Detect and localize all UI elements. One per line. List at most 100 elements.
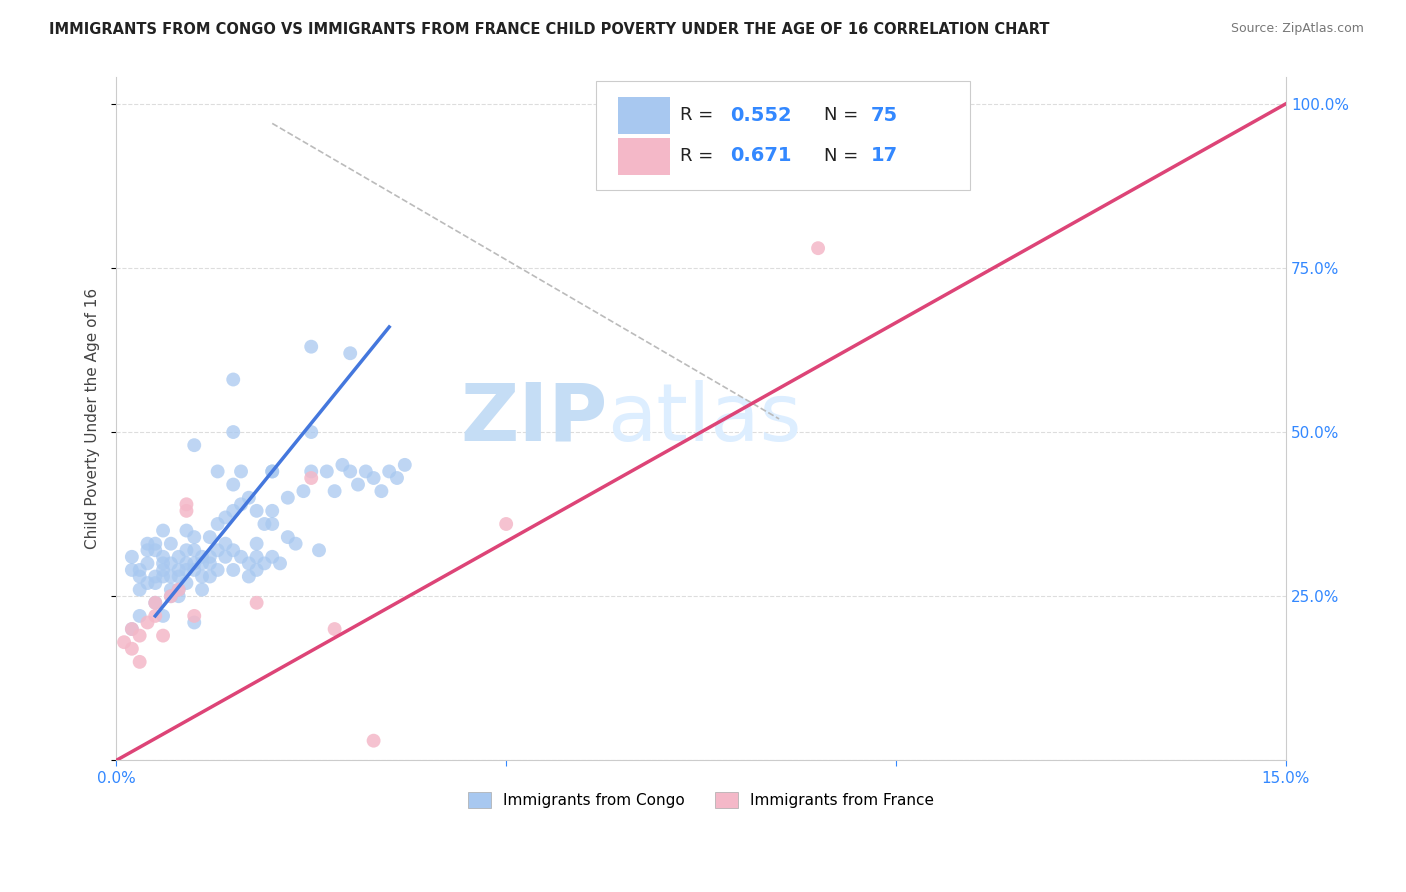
Point bbox=[152, 569, 174, 583]
Point bbox=[128, 608, 150, 623]
Point bbox=[253, 516, 276, 531]
Point bbox=[183, 530, 205, 544]
Text: atlas: atlas bbox=[607, 380, 801, 458]
Point bbox=[332, 458, 354, 472]
Point bbox=[207, 543, 229, 558]
Point bbox=[363, 733, 385, 747]
Point bbox=[167, 589, 190, 603]
Point bbox=[246, 563, 269, 577]
Point bbox=[121, 622, 143, 636]
Point bbox=[183, 563, 205, 577]
Point bbox=[229, 465, 252, 479]
Point bbox=[198, 530, 221, 544]
Point bbox=[152, 549, 174, 564]
Point bbox=[246, 596, 269, 610]
Text: 75: 75 bbox=[870, 105, 898, 125]
Text: R =: R = bbox=[681, 147, 713, 165]
Point bbox=[299, 425, 322, 439]
Point bbox=[143, 543, 166, 558]
Point bbox=[214, 510, 236, 524]
Point bbox=[160, 557, 183, 571]
Point bbox=[128, 569, 150, 583]
Point bbox=[292, 484, 315, 499]
Point bbox=[152, 608, 174, 623]
Point bbox=[176, 497, 198, 511]
Point bbox=[222, 372, 245, 386]
Point bbox=[121, 549, 143, 564]
Point bbox=[207, 516, 229, 531]
Point bbox=[347, 477, 370, 491]
Point bbox=[198, 569, 221, 583]
Point bbox=[160, 589, 183, 603]
Legend: Immigrants from Congo, Immigrants from France: Immigrants from Congo, Immigrants from F… bbox=[461, 786, 941, 814]
Point bbox=[315, 465, 337, 479]
Point bbox=[152, 557, 174, 571]
Point bbox=[246, 504, 269, 518]
Point bbox=[207, 563, 229, 577]
Point bbox=[277, 491, 299, 505]
Point bbox=[167, 563, 190, 577]
FancyBboxPatch shape bbox=[596, 81, 970, 190]
Point bbox=[160, 589, 183, 603]
Point bbox=[370, 484, 392, 499]
Point bbox=[807, 241, 830, 255]
Text: IMMIGRANTS FROM CONGO VS IMMIGRANTS FROM FRANCE CHILD POVERTY UNDER THE AGE OF 1: IMMIGRANTS FROM CONGO VS IMMIGRANTS FROM… bbox=[49, 22, 1050, 37]
Point bbox=[214, 537, 236, 551]
Point bbox=[128, 655, 150, 669]
Point bbox=[191, 582, 214, 597]
Point bbox=[176, 504, 198, 518]
Point bbox=[323, 484, 346, 499]
Point bbox=[183, 438, 205, 452]
Point bbox=[143, 596, 166, 610]
Point bbox=[121, 641, 143, 656]
Text: N =: N = bbox=[824, 106, 858, 124]
Point bbox=[262, 549, 284, 564]
Point bbox=[176, 557, 198, 571]
Y-axis label: Child Poverty Under the Age of 16: Child Poverty Under the Age of 16 bbox=[86, 288, 100, 549]
Point bbox=[143, 569, 166, 583]
Point bbox=[299, 471, 322, 485]
Point bbox=[269, 557, 291, 571]
Point bbox=[176, 524, 198, 538]
Point bbox=[176, 563, 198, 577]
Point bbox=[121, 563, 143, 577]
Point bbox=[394, 458, 416, 472]
Point bbox=[191, 549, 214, 564]
Point bbox=[136, 557, 159, 571]
Point bbox=[299, 465, 322, 479]
Point bbox=[136, 576, 159, 591]
Point bbox=[284, 537, 307, 551]
Point bbox=[262, 465, 284, 479]
Point bbox=[176, 576, 198, 591]
Point bbox=[128, 629, 150, 643]
Point bbox=[152, 629, 174, 643]
Point bbox=[299, 340, 322, 354]
Point bbox=[191, 557, 214, 571]
Point bbox=[143, 608, 166, 623]
Point bbox=[183, 615, 205, 630]
Point bbox=[262, 516, 284, 531]
Point bbox=[167, 582, 190, 597]
Point bbox=[136, 537, 159, 551]
Point bbox=[207, 465, 229, 479]
Point bbox=[128, 582, 150, 597]
Point bbox=[167, 569, 190, 583]
Point bbox=[378, 465, 401, 479]
Text: ZIP: ZIP bbox=[460, 380, 607, 458]
Point bbox=[183, 543, 205, 558]
Text: 0.552: 0.552 bbox=[730, 105, 792, 125]
Point bbox=[354, 465, 377, 479]
Point bbox=[136, 615, 159, 630]
Point bbox=[222, 425, 245, 439]
Point bbox=[222, 504, 245, 518]
Point bbox=[253, 557, 276, 571]
Point bbox=[152, 524, 174, 538]
Point bbox=[121, 622, 143, 636]
Point bbox=[214, 549, 236, 564]
Point bbox=[363, 471, 385, 485]
Point bbox=[160, 537, 183, 551]
Point bbox=[222, 477, 245, 491]
Point bbox=[262, 465, 284, 479]
Point bbox=[167, 549, 190, 564]
Point bbox=[339, 465, 361, 479]
